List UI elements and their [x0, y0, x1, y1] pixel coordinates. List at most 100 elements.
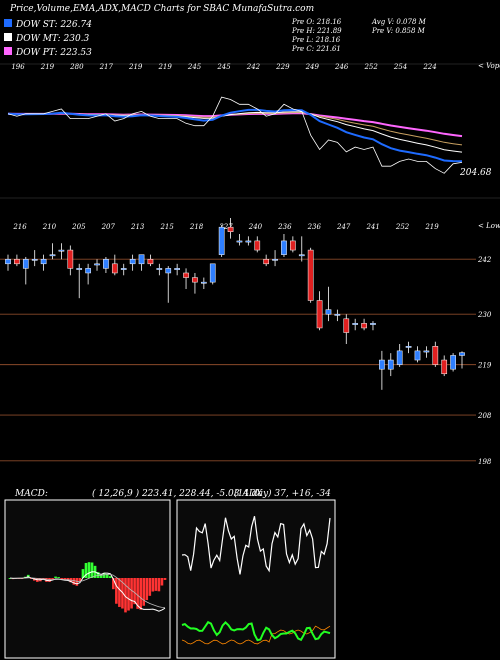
- low-label: 252: [395, 223, 410, 231]
- low-labels: 216 210 205 207 213 215 218 227 240 236 236 247 241 2…: [12, 223, 439, 231]
- macd-histogram-bar: [151, 578, 155, 592]
- candle-body: [236, 240, 243, 243]
- macd-line: [9, 571, 166, 612]
- candle-body: [334, 313, 341, 316]
- ema-lines: [7, 96, 463, 174]
- macd-histogram-bar: [51, 578, 54, 580]
- candle-body: [387, 359, 394, 370]
- candle-body: [111, 263, 118, 274]
- candle-body: [361, 323, 367, 329]
- candle-body: [432, 346, 439, 365]
- macd-histogram-bar: [163, 578, 167, 580]
- volume-label: 219: [157, 63, 172, 71]
- candle-body: [40, 258, 47, 265]
- macd-histogram-bar: [57, 577, 60, 579]
- stat-pre-close: Pre C: 221.61: [291, 45, 341, 53]
- candle-body: [441, 359, 448, 375]
- candle-body: [94, 263, 100, 266]
- volume-label: 217: [99, 63, 114, 71]
- macd-histogram-bar: [148, 578, 152, 596]
- macd-histogram-bar: [66, 578, 70, 580]
- low-label: 207: [101, 223, 116, 231]
- volume-label: 229: [275, 63, 290, 71]
- macd-label: MACD:: [14, 489, 48, 499]
- candle-body: [85, 268, 91, 274]
- volume-label: 245: [187, 63, 202, 71]
- stat-pre-low: Pre L: 218.16: [291, 36, 341, 44]
- candle-body: [192, 277, 198, 283]
- candle-body: [245, 240, 252, 243]
- low-label: 213: [130, 223, 145, 231]
- candle-body: [343, 318, 350, 333]
- low-label: 236: [277, 223, 292, 231]
- candle-body: [450, 355, 456, 370]
- volume-label: 249: [305, 63, 320, 71]
- adx-content: [181, 516, 331, 645]
- low-label: 240: [248, 223, 263, 231]
- macd-histogram-bar: [157, 578, 161, 592]
- volume-label: 246: [334, 63, 349, 71]
- low-label: 219: [424, 223, 439, 231]
- candle-body: [379, 359, 385, 370]
- candle-body: [14, 258, 20, 265]
- low-label: 210: [42, 223, 57, 231]
- candle-body: [183, 272, 189, 278]
- ema-long-line: [7, 112, 463, 138]
- macd-histogram-bar: [102, 572, 106, 578]
- macd-histogram-bar: [60, 578, 63, 579]
- low-label: 218: [189, 223, 204, 231]
- price-panel: < Lowes 216 210 205 207 213 215 218 227 240 236 23…: [0, 218, 500, 466]
- macd-histogram-bar: [63, 578, 67, 580]
- macd-histogram-bar: [87, 562, 91, 578]
- candle-body: [49, 254, 56, 257]
- plus-di-line: [181, 620, 331, 642]
- legend-swatch-st: [4, 19, 12, 27]
- stat-pre-high: Pre H: 221.89: [291, 27, 342, 35]
- macd-panel: MACD: ( 12,26,9 ) 223.41, 228.44, -5.03 …: [4, 488, 331, 659]
- low-label: 216: [12, 223, 27, 231]
- macd-histogram-bar: [72, 578, 76, 585]
- candle-body: [156, 268, 163, 270]
- candle-body: [396, 350, 403, 365]
- macd-histogram-bar: [130, 578, 133, 609]
- macd-histogram-bar: [145, 578, 149, 601]
- macd-values: ( 12,26,9 ) 223.41, 228.44, -5.03 ADX: [92, 488, 263, 499]
- candle-body: [307, 249, 314, 301]
- candle-body: [272, 258, 278, 261]
- candle-body: [31, 258, 38, 261]
- candle-body: [423, 350, 430, 353]
- candle-body: [263, 258, 270, 265]
- stat-pre-volume: Pre V: 0.858 M: [371, 27, 426, 35]
- candle-body: [103, 258, 109, 269]
- adx-values: (14 day) 37, +16, -34: [234, 488, 331, 499]
- candle-body: [5, 258, 11, 265]
- price-tick-label: 208: [477, 412, 492, 420]
- volume-label: 242: [246, 63, 261, 71]
- macd-signal-line: [9, 573, 166, 608]
- candle-body: [67, 249, 74, 269]
- adx-panel: [176, 499, 336, 659]
- legend-label-mt: DOW MT: 230.3: [15, 34, 90, 44]
- legend-label-st: DOW ST: 226.74: [15, 20, 92, 30]
- low-label: 236: [307, 223, 322, 231]
- candle-body: [316, 300, 323, 329]
- candle-body: [298, 254, 305, 257]
- macd-histogram-bar: [99, 575, 103, 578]
- candle-body: [200, 281, 207, 284]
- last-price-label: 204.68: [459, 168, 492, 178]
- adx-line: [181, 516, 331, 575]
- macd-histogram-bar: [160, 578, 164, 586]
- price-tick-label: 230: [477, 311, 492, 319]
- ema-mid2-line: [7, 111, 463, 146]
- candle-body: [138, 254, 145, 265]
- volume-labels: 196 219 280 217 219 219 245 245 242 229 249 246 252 2…: [11, 63, 436, 71]
- macd-histogram-bar: [124, 578, 127, 613]
- legend-label-pt: DOW PT: 223.53: [15, 48, 92, 58]
- candle-body: [120, 268, 127, 270]
- legend-swatch-pt: [4, 47, 12, 55]
- low-label: 227: [218, 223, 233, 231]
- macd-histogram-bar: [81, 569, 85, 578]
- volume-label: 224: [422, 63, 436, 71]
- macd-histogram-bar: [133, 578, 136, 605]
- macd-histogram-bar: [48, 578, 51, 582]
